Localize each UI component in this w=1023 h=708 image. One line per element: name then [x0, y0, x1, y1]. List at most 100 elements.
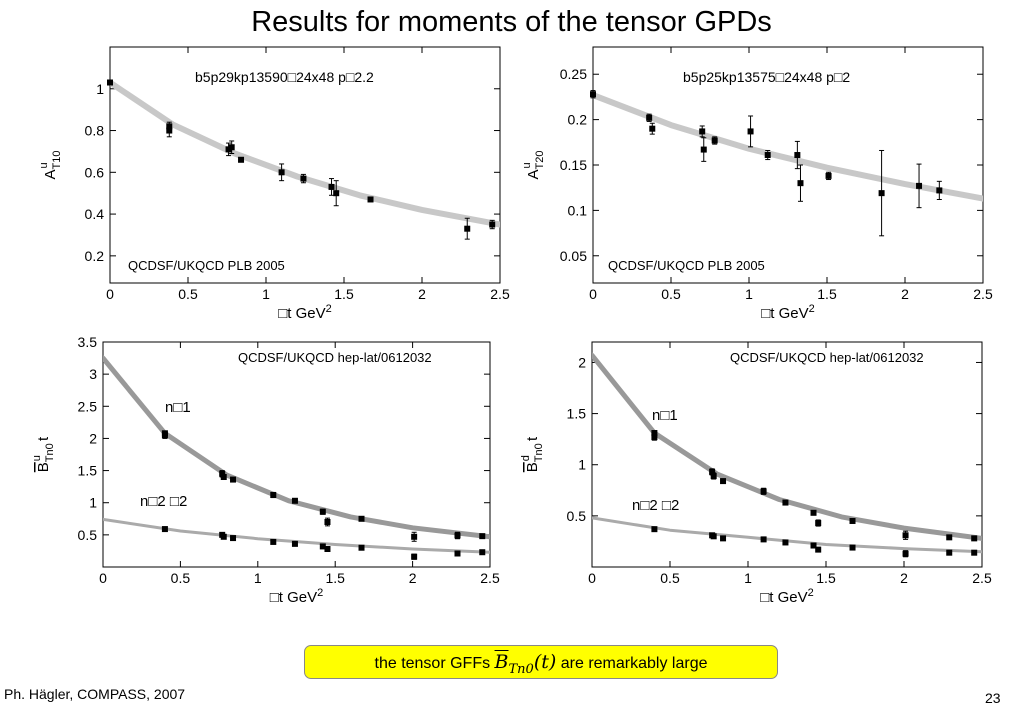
y-tick-label: 1: [96, 81, 104, 97]
x-tick-label: 0.5: [171, 570, 191, 586]
x-tick-label: 1.5: [816, 570, 836, 586]
data-point: [971, 549, 978, 556]
x-axis-label-sup: 2: [808, 587, 814, 599]
data-point: [849, 517, 856, 524]
y-axis-label-sub: T20: [534, 151, 546, 170]
data-point: [710, 472, 717, 479]
data-point: [709, 468, 716, 475]
data-point: [700, 146, 707, 153]
y-axis-label-sub: T10: [51, 151, 63, 170]
highlight-math-b: B: [494, 651, 509, 673]
x-tick-label: 2.5: [480, 570, 500, 586]
x-tick-label: 2.5: [973, 286, 993, 302]
y-axis-label-tail: t: [35, 436, 52, 445]
data-point: [225, 146, 232, 153]
data-point: [328, 183, 335, 190]
y-tick-label: 2: [89, 430, 97, 446]
x-tick-label: 2: [418, 286, 426, 302]
data-point: [464, 225, 471, 232]
y-tick-label: 0.5: [78, 527, 98, 543]
y-tick-label: 1: [578, 457, 586, 473]
data-point: [651, 434, 658, 441]
x-tick-label: 0.5: [178, 286, 198, 302]
reference-label: QCDSF/UKQCD PLB 2005: [128, 258, 285, 273]
data-point: [878, 190, 885, 197]
x-tick-label: 0: [588, 570, 596, 586]
data-point: [849, 544, 856, 551]
y-tick-label: 0.2: [85, 248, 105, 264]
x-tick-label: 2.5: [490, 286, 510, 302]
y-axis-label-tail: t: [524, 436, 541, 445]
y-tick-label: 0.2: [568, 112, 588, 128]
plot-frame: [109, 46, 501, 284]
x-tick-label: 1: [745, 286, 753, 302]
y-axis-label-sub: Tn0: [44, 443, 56, 462]
author-credit: Ph. Hägler, COMPASS, 2007: [4, 686, 186, 702]
data-point: [220, 474, 227, 480]
y-axis-label-main: B: [35, 462, 52, 472]
x-tick-label: 1.5: [334, 286, 354, 302]
charts-canvas: 0 0.5 1 1.5 2 2.50.20.40.60.81□t GeV2AT10ub5p…: [31, 46, 993, 606]
data-point: [479, 549, 486, 556]
data-point: [270, 538, 277, 545]
data-point: [220, 533, 227, 540]
x-tick-label: 0.5: [660, 570, 680, 586]
data-point: [711, 137, 718, 144]
x-tick-label: 1: [262, 286, 270, 302]
data-point: [747, 128, 754, 135]
x-axis-label: □t GeV2: [761, 303, 815, 322]
y-axis-label-sup: u: [38, 162, 50, 168]
data-point: [760, 536, 767, 543]
highlight-suffix: are remarkably large: [556, 655, 708, 672]
data-point: [797, 180, 804, 187]
y-axis-label-sup: d: [520, 455, 532, 461]
data-point: [815, 520, 822, 527]
data-point: [651, 526, 658, 533]
data-point: [228, 144, 235, 151]
data-point: [300, 175, 307, 182]
y-tick-label: 0.5: [567, 508, 587, 524]
highlight-prefix: the tensor GFFs: [374, 655, 495, 672]
y-tick-label: 3: [89, 366, 97, 382]
y-tick-label: 0.25: [560, 66, 587, 82]
y-axis-label-main: A: [42, 169, 59, 179]
y-tick-label: 0.05: [560, 248, 587, 264]
x-axis-label: □t GeV2: [760, 587, 814, 606]
data-point: [291, 497, 298, 504]
data-point: [319, 508, 326, 515]
x-axis-label-sup: 2: [317, 587, 323, 599]
series-label: n□1: [652, 407, 678, 424]
data-point: [454, 550, 461, 557]
x-tick-label: 1.5: [325, 570, 345, 586]
y-axis-label: AT10u: [38, 151, 63, 180]
data-point: [333, 190, 340, 197]
data-point: [810, 509, 817, 516]
y-axis-label-sup: u: [31, 455, 43, 461]
data-point: [358, 544, 365, 551]
data-point: [107, 79, 113, 86]
data-point: [291, 540, 298, 547]
x-tick-label: 1: [744, 570, 752, 586]
data-point: [720, 535, 727, 542]
data-point: [815, 546, 822, 553]
data-point: [238, 156, 245, 163]
data-point: [699, 128, 706, 135]
x-axis-label-sup: 2: [326, 303, 332, 315]
page-number: 23: [985, 690, 1001, 706]
y-axis-label-sup: u: [521, 162, 533, 168]
data-point: [358, 515, 365, 522]
lattice-parameters-label: b5p25kp13575□24x48 p□2: [683, 69, 850, 85]
data-point: [764, 152, 771, 159]
data-point: [411, 553, 418, 560]
highlight-box: the tensor GFFs BTn0(t) are remarkably l…: [304, 645, 778, 679]
y-tick-label: 0.15: [560, 157, 587, 173]
data-point: [651, 430, 658, 437]
data-point: [760, 488, 767, 495]
y-tick-label: 2.5: [78, 398, 98, 414]
y-tick-label: 1.5: [567, 406, 587, 422]
data-point: [971, 535, 978, 542]
highlight-math: BTn0(t): [494, 651, 557, 677]
plot-frame: [591, 341, 983, 568]
data-point: [489, 221, 496, 228]
